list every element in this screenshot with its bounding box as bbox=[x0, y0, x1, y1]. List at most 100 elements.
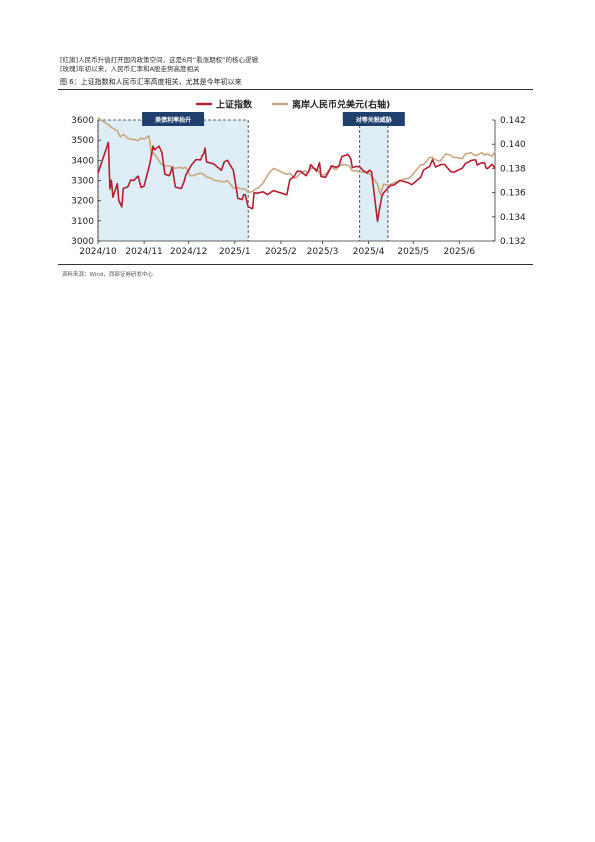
series-point-sse-index-68 bbox=[338, 165, 340, 167]
annotation-label-box-2 bbox=[342, 112, 405, 126]
series-point-sse-index-20 bbox=[164, 173, 166, 175]
header-line-1: [红旗]人民币升值打开国内政策空间，这是6月“看涨期权”的核心逻辑 bbox=[60, 56, 258, 64]
series-point-cnh-usd-0 bbox=[97, 117, 99, 119]
series-point-cnh-usd-16 bbox=[152, 152, 154, 154]
series-point-sse-index-12 bbox=[137, 175, 139, 177]
series-point-cnh-usd-33 bbox=[210, 177, 212, 179]
series-point-cnh-usd-89 bbox=[420, 164, 422, 166]
series-point-cnh-usd-77 bbox=[377, 183, 378, 185]
series-point-sse-index-85 bbox=[383, 192, 384, 194]
series-point-sse-index-32 bbox=[204, 147, 206, 149]
series-point-sse-index-87 bbox=[390, 184, 392, 186]
series-line-cnh-usd bbox=[97, 116, 496, 196]
series-point-cnh-usd-51 bbox=[286, 173, 288, 175]
series-point-cnh-usd-81 bbox=[383, 183, 384, 185]
series-point-cnh-usd-105 bbox=[481, 152, 483, 154]
series-point-sse-index-104 bbox=[464, 163, 466, 165]
series-point-cnh-usd-82 bbox=[387, 184, 389, 186]
series-point-sse-index-57 bbox=[299, 170, 301, 172]
series-point-cnh-usd-54 bbox=[296, 176, 298, 178]
series-point-cnh-usd-100 bbox=[461, 158, 463, 160]
series-point-sse-index-3 bbox=[110, 179, 112, 181]
y-right-tick-label-1: 0.134 bbox=[500, 213, 526, 223]
series-point-cnh-usd-78 bbox=[378, 189, 380, 191]
x-tick-label-1: 2024/11 bbox=[125, 247, 162, 257]
series-point-cnh-usd-73 bbox=[362, 171, 364, 173]
series-point-sse-index-73 bbox=[351, 167, 353, 169]
x-tick-label-4: 2025/2 bbox=[265, 247, 297, 257]
series-point-sse-index-83 bbox=[380, 203, 381, 204]
series-point-sse-index-89 bbox=[399, 180, 401, 181]
series-point-sse-index-51 bbox=[267, 194, 268, 196]
series-point-cnh-usd-31 bbox=[203, 173, 205, 175]
series-point-sse-index-98 bbox=[441, 163, 442, 165]
series-point-cnh-usd-56 bbox=[304, 170, 306, 172]
header-line-2: [玫瑰]年初以来，人民币汇率和A股走势高度相关 bbox=[60, 65, 200, 73]
figure-title: 图 6：上证指数和人民币汇率高度相关，尤其是今年初以来 bbox=[60, 78, 242, 86]
series-point-sse-index-55 bbox=[293, 175, 295, 177]
series-point-sse-index-70 bbox=[345, 154, 347, 156]
series-point-sse-index-53 bbox=[286, 194, 288, 196]
series-point-cnh-usd-106 bbox=[484, 154, 486, 156]
series-point-sse-index-97 bbox=[435, 166, 436, 168]
series-point-cnh-usd-7 bbox=[127, 137, 129, 139]
series-point-sse-index-79 bbox=[369, 169, 371, 171]
series-point-cnh-usd-60 bbox=[317, 170, 319, 172]
series-point-sse-index-92 bbox=[411, 184, 413, 186]
series-point-sse-index-44 bbox=[243, 194, 245, 196]
series-point-cnh-usd-86 bbox=[402, 178, 404, 180]
series-point-sse-index-43 bbox=[241, 199, 243, 200]
series-point-cnh-usd-35 bbox=[216, 180, 218, 181]
x-tick-label-2: 2024/12 bbox=[170, 247, 207, 257]
series-point-cnh-usd-75 bbox=[369, 173, 371, 175]
series-point-sse-index-82 bbox=[378, 211, 380, 213]
series-point-cnh-usd-39 bbox=[232, 187, 234, 189]
series-point-sse-index-45 bbox=[244, 194, 246, 196]
series-point-sse-index-103 bbox=[461, 167, 463, 169]
series-point-sse-index-91 bbox=[408, 182, 410, 184]
series-point-cnh-usd-95 bbox=[442, 157, 444, 158]
series-point-cnh-usd-104 bbox=[476, 154, 478, 156]
series-point-sse-index-50 bbox=[262, 191, 264, 193]
series-point-cnh-usd-19 bbox=[161, 164, 163, 166]
series-point-sse-index-28 bbox=[195, 159, 197, 160]
x-tick-label-5: 2025/3 bbox=[307, 247, 339, 257]
series-point-sse-index-27 bbox=[191, 164, 193, 166]
series-point-cnh-usd-32 bbox=[206, 176, 207, 178]
series-point-cnh-usd-41 bbox=[241, 188, 243, 190]
chart-svg: 美债利率抬升 对等关税威胁 3000 3100 3200 3300 3400 3500 3600… bbox=[71, 99, 526, 258]
series-point-sse-index-19 bbox=[161, 152, 163, 153]
series-point-cnh-usd-55 bbox=[299, 172, 301, 174]
series-point-cnh-usd-87 bbox=[408, 177, 410, 179]
series-point-cnh-usd-29 bbox=[195, 173, 197, 175]
series-point-sse-index-30 bbox=[201, 155, 203, 157]
series-point-sse-index-114 bbox=[494, 167, 496, 169]
series-point-cnh-usd-27 bbox=[189, 175, 191, 177]
series-point-sse-index-101 bbox=[452, 171, 454, 173]
series-point-cnh-usd-65 bbox=[335, 169, 337, 171]
series-point-cnh-usd-68 bbox=[345, 164, 347, 166]
series-point-cnh-usd-24 bbox=[179, 166, 181, 168]
series-point-sse-index-36 bbox=[216, 166, 218, 168]
series-point-sse-index-81 bbox=[377, 220, 378, 222]
series-point-sse-index-105 bbox=[470, 160, 472, 161]
x-tick-label-8: 2025/6 bbox=[443, 247, 475, 257]
series-point-cnh-usd-69 bbox=[348, 165, 350, 167]
series-point-sse-index-49 bbox=[256, 192, 258, 194]
series-point-sse-index-107 bbox=[475, 159, 477, 161]
series-point-sse-index-10 bbox=[130, 179, 132, 181]
series-point-sse-index-88 bbox=[393, 184, 395, 186]
series-point-cnh-usd-28 bbox=[192, 175, 194, 177]
series-point-sse-index-69 bbox=[341, 156, 343, 157]
series-point-sse-index-113 bbox=[491, 163, 493, 165]
series-point-sse-index-0 bbox=[97, 172, 99, 174]
series-point-cnh-usd-88 bbox=[411, 175, 413, 177]
series-point-sse-index-54 bbox=[289, 179, 291, 181]
series-point-sse-index-56 bbox=[296, 170, 298, 172]
series-point-cnh-usd-52 bbox=[289, 172, 291, 174]
series-point-sse-index-9 bbox=[127, 186, 129, 188]
series-point-cnh-usd-47 bbox=[262, 182, 264, 184]
legend-label-1: 上证指数 bbox=[216, 99, 253, 111]
series-point-cnh-usd-2 bbox=[107, 124, 109, 126]
series-point-cnh-usd-5 bbox=[119, 136, 121, 138]
